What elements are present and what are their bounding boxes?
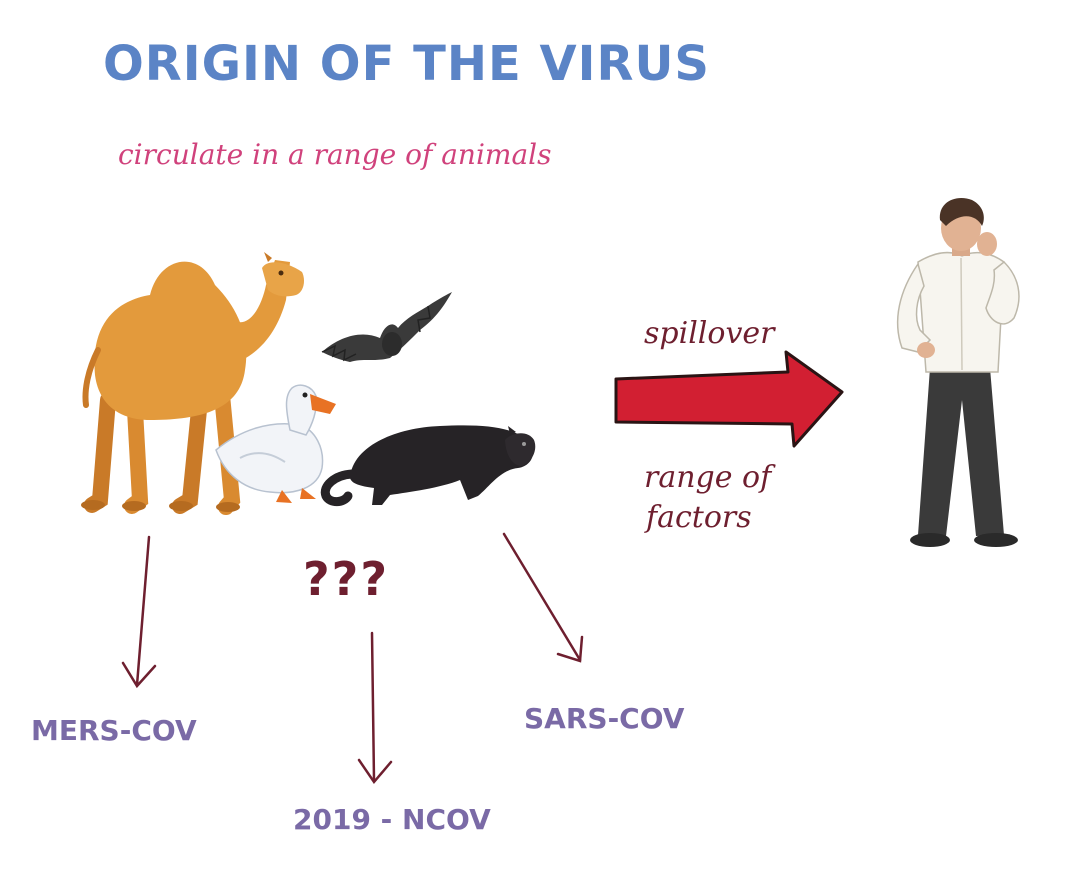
spillover-label: spillover <box>644 316 775 351</box>
bat-illustration <box>321 292 452 362</box>
sars-cov-label: SARS-COV <box>524 702 685 735</box>
arrow-to-ncov <box>357 631 393 785</box>
goose-illustration <box>215 384 336 503</box>
civet-illustration <box>320 425 536 507</box>
man-illustration <box>896 198 1020 547</box>
ncov-2019-label: 2019 - NCOV <box>293 803 491 836</box>
arrow-to-mers <box>121 535 157 689</box>
camel-illustration <box>81 252 304 515</box>
range-of-factors-line2: factors <box>646 500 752 535</box>
unknown-origin-marks: ??? <box>303 552 390 606</box>
subtitle: circulate in a range of animals <box>118 138 552 171</box>
spillover-arrow <box>614 350 844 448</box>
range-of-factors-line1: range of <box>644 460 772 495</box>
page-title: ORIGIN OF THE VIRUS <box>103 36 710 92</box>
mers-cov-label: MERS-COV <box>31 714 197 747</box>
arrow-to-sars <box>502 532 584 663</box>
